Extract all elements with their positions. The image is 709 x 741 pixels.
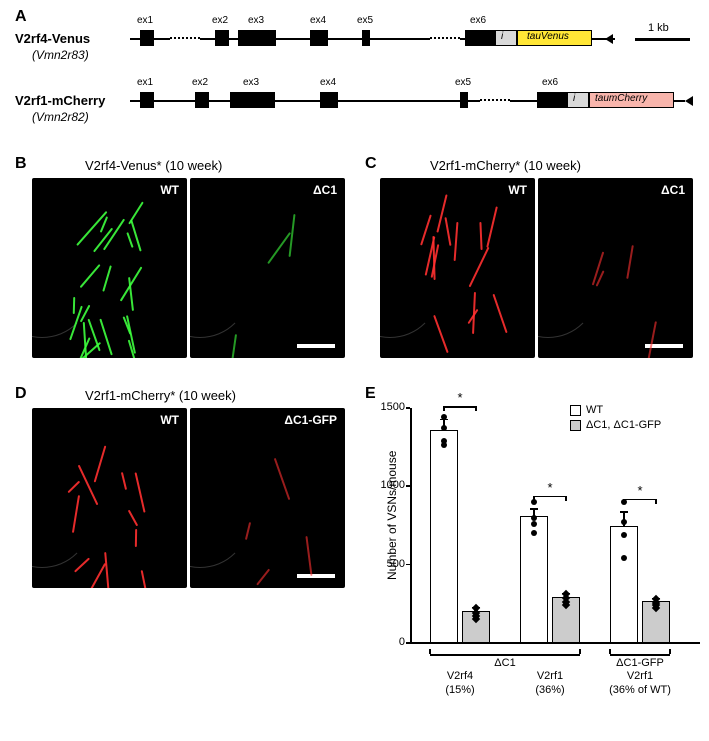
panel-b-label: B <box>15 155 27 173</box>
panel-d-title: V2rf1-mCherry* (10 week) <box>85 388 236 403</box>
gene1-name-text: V2rf4-Venus <box>15 31 90 46</box>
scale-label: 1 kb <box>648 22 669 34</box>
gene1-arrow <box>605 34 613 44</box>
gene1-subname-text: (Vmn2r83) <box>32 48 89 62</box>
gene2-subname: (Vmn2r82) <box>32 108 89 126</box>
legend-wt-box <box>570 405 581 416</box>
gene1-ex5 <box>362 30 370 46</box>
chart-xlabel-0: V2rf4 <box>430 670 490 682</box>
gene2-dots-1 <box>480 99 510 101</box>
panel-c-wt: WT <box>380 178 535 358</box>
chart-area: 050010001500*V2rf4(15%)*V2rf1(36%)*V2rf1… <box>410 408 700 643</box>
gene1-ex4 <box>310 30 328 46</box>
gene2-ex3 <box>230 92 275 108</box>
gene2-arrow <box>685 96 693 106</box>
gene1-ires <box>495 30 517 46</box>
gene1-ex1-label: ex1 <box>137 15 153 26</box>
panel-c-label: C <box>365 155 377 173</box>
chart-bar-wt-0 <box>430 430 458 643</box>
chart-bar-wt-2 <box>610 526 638 643</box>
panel-b-scalebar <box>297 344 335 348</box>
legend-wt-label: WT <box>586 404 603 416</box>
gene1-subname: (Vmn2r83) <box>32 46 89 64</box>
gene2-ex2 <box>195 92 209 108</box>
gene1-dots-2 <box>430 37 460 39</box>
gene1-dots-1 <box>170 37 200 39</box>
gene1-ex1 <box>140 30 154 46</box>
panel-d-scalebar <box>297 574 335 578</box>
panel-b-wt-label: WT <box>160 183 179 197</box>
gene2-ires <box>567 92 589 108</box>
gene2-ex4 <box>320 92 338 108</box>
gene1-ex6 <box>465 30 495 46</box>
chart-xlabel-2: V2rf1 <box>610 670 670 682</box>
panel-b-ko: ΔC1 <box>190 178 345 358</box>
gene1-venus-label: tauVenus <box>527 31 569 42</box>
scale-bar-1kb <box>635 38 690 41</box>
chart-xlabel-1: V2rf1 <box>520 670 580 682</box>
panel-a-label: A <box>15 8 27 26</box>
legend-ko-label: ΔC1, ΔC1-GFP <box>586 419 661 431</box>
panel-b-ko-label: ΔC1 <box>313 183 337 197</box>
panel-d-label: D <box>15 385 27 403</box>
gene2-ex1 <box>140 92 154 108</box>
panel-d-wt: WT <box>32 408 187 588</box>
chart-y-axis <box>410 408 412 643</box>
panel-b-title: V2rf4-Venus* (10 week) <box>85 158 222 173</box>
panel-d-ko: ΔC1-GFP <box>190 408 345 588</box>
legend-ko-box <box>570 420 581 431</box>
gene2-ex5 <box>460 92 468 108</box>
panel-c-title: V2rf1-mCherry* (10 week) <box>430 158 581 173</box>
gene2-line-1 <box>130 100 480 102</box>
gene1-ires-label: i <box>501 31 503 42</box>
gene1-ex2 <box>215 30 229 46</box>
panel-c-ko: ΔC1 <box>538 178 693 358</box>
gene1-ex3 <box>238 30 276 46</box>
gene2-ex6 <box>537 92 567 108</box>
panel-b-wt: WT <box>32 178 187 358</box>
